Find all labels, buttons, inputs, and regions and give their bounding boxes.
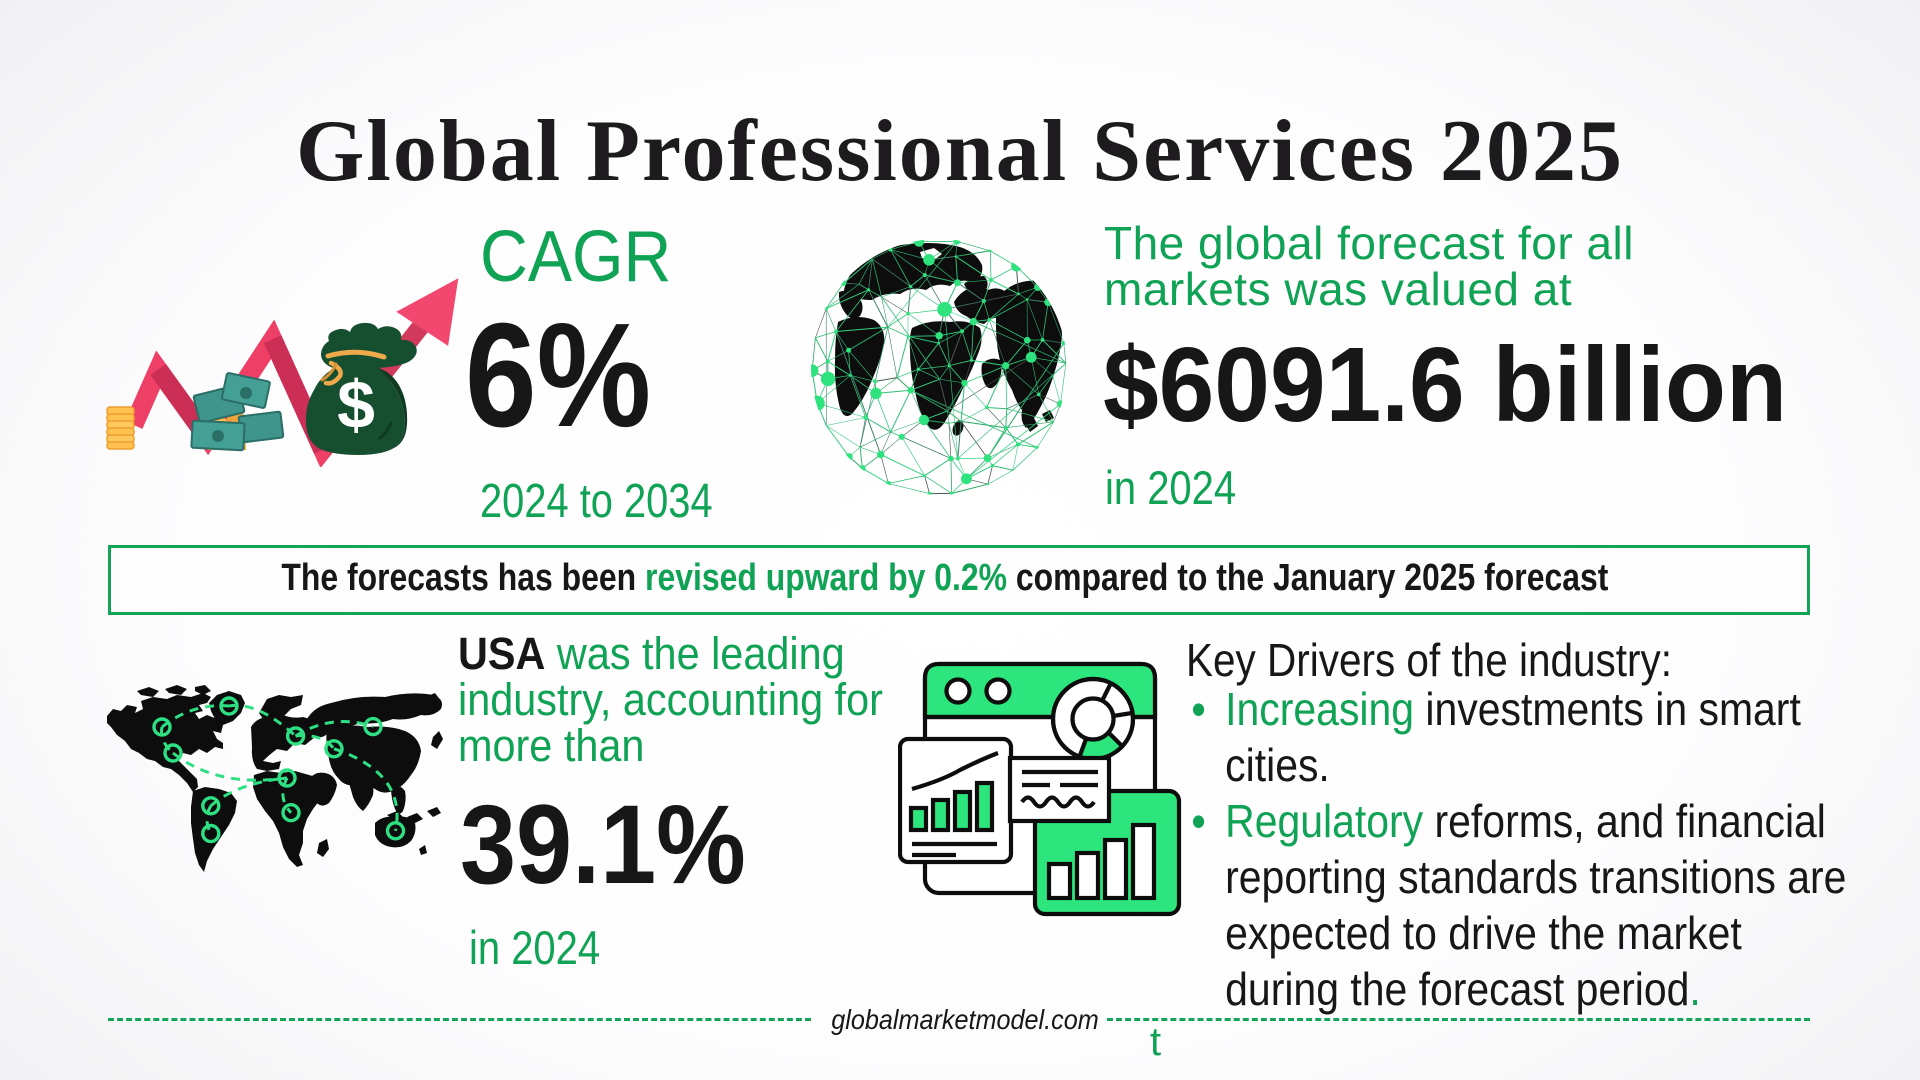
svg-text:$: $ <box>337 367 375 443</box>
